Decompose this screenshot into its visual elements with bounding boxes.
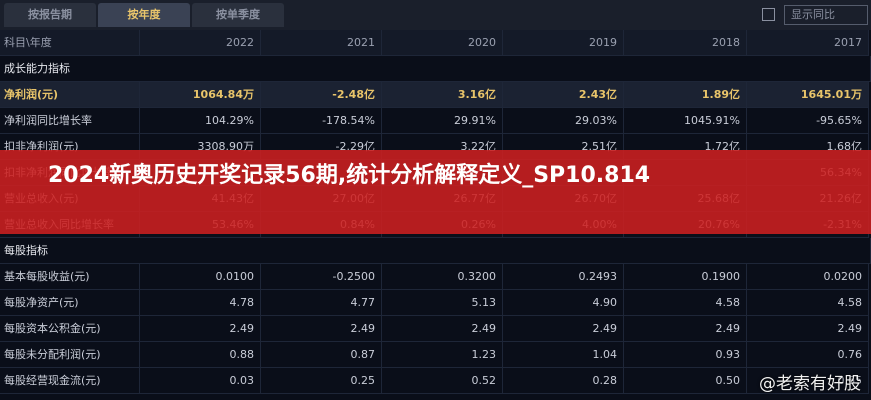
value-cell: 0.0100 xyxy=(140,264,261,290)
value-cell: 1045.91% xyxy=(624,108,747,134)
row-label: 净利润(元) xyxy=(0,82,140,108)
value-cell: 0.03 xyxy=(140,368,261,394)
value-cell: 2.43亿 xyxy=(503,82,624,108)
value-cell: 4.58 xyxy=(747,290,869,316)
value-cell: 1064.84万 xyxy=(140,82,261,108)
value-cell: 2.49 xyxy=(382,316,503,342)
value-cell: 1.04 xyxy=(503,342,624,368)
value-cell: 0.50 xyxy=(624,368,747,394)
header-cell: 2020 xyxy=(382,30,503,56)
row-label: 基本每股收益(元) xyxy=(0,264,140,290)
header-cell: 2017 xyxy=(747,30,869,56)
value-cell: 1.23 xyxy=(382,342,503,368)
row-label: 每股净资产(元) xyxy=(0,290,140,316)
value-cell: 0.3200 xyxy=(382,264,503,290)
value-cell: 5.13 xyxy=(382,290,503,316)
tab[interactable]: 按年度 xyxy=(98,3,190,27)
value-cell: 0.1900 xyxy=(624,264,747,290)
value-cell: 0.76 xyxy=(747,342,869,368)
value-cell: 2.49 xyxy=(503,316,624,342)
value-cell: 1.89亿 xyxy=(624,82,747,108)
value-cell: -95.65% xyxy=(747,108,869,134)
value-cell: 0.52 xyxy=(382,368,503,394)
value-cell: 0.0200 xyxy=(747,264,869,290)
tab[interactable]: 按报告期 xyxy=(4,3,96,27)
section-label: 每股指标 xyxy=(0,238,871,264)
header-cell: 2018 xyxy=(624,30,747,56)
tab[interactable]: 按单季度 xyxy=(192,3,284,27)
value-cell: 29.91% xyxy=(382,108,503,134)
header-cell: 2021 xyxy=(261,30,382,56)
value-cell: 1645.01万 xyxy=(747,82,869,108)
value-cell: 4.78 xyxy=(140,290,261,316)
value-cell: 0.93 xyxy=(624,342,747,368)
toggle-label[interactable]: 显示同比 xyxy=(784,5,868,25)
checkbox[interactable] xyxy=(762,8,775,21)
value-cell: 2.49 xyxy=(747,316,869,342)
value-cell: 0.87 xyxy=(261,342,382,368)
value-cell: 0.28 xyxy=(503,368,624,394)
value-cell: 29.03% xyxy=(503,108,624,134)
row-label: 每股经营现金流(元) xyxy=(0,368,140,394)
row-label: 净利润同比增长率 xyxy=(0,108,140,134)
value-cell: 0.88 xyxy=(140,342,261,368)
value-cell: -178.54% xyxy=(261,108,382,134)
value-cell: 0.2493 xyxy=(503,264,624,290)
header-cell: 2019 xyxy=(503,30,624,56)
value-cell: -0.2500 xyxy=(261,264,382,290)
banner: 2024新奥历史开奖记录56期,统计分析解释定义_SP10.814 xyxy=(0,150,871,234)
header-cell: 2022 xyxy=(140,30,261,56)
row-label: 每股资本公积金(元) xyxy=(0,316,140,342)
value-cell: 2.49 xyxy=(140,316,261,342)
value-cell: 4.90 xyxy=(503,290,624,316)
value-cell: 2.49 xyxy=(624,316,747,342)
section-label: 成长能力指标 xyxy=(0,56,871,82)
value-cell: -2.48亿 xyxy=(261,82,382,108)
value-cell: 2.49 xyxy=(261,316,382,342)
value-cell: 0.65 xyxy=(747,368,869,394)
value-cell: 4.77 xyxy=(261,290,382,316)
row-label: 每股未分配利润(元) xyxy=(0,342,140,368)
value-cell: 0.25 xyxy=(261,368,382,394)
value-cell: 3.16亿 xyxy=(382,82,503,108)
value-cell: 4.58 xyxy=(624,290,747,316)
value-cell: 104.29% xyxy=(140,108,261,134)
watermark: @老索有好股 xyxy=(759,374,861,394)
header-cell: 科目\年度 xyxy=(0,30,140,56)
